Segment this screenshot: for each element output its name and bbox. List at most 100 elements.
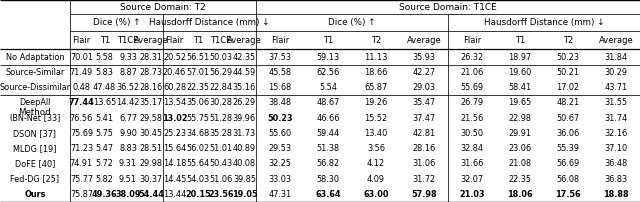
Text: 20.52: 20.52: [163, 53, 186, 62]
Text: 60.28: 60.28: [163, 83, 186, 92]
Text: 55.69: 55.69: [460, 83, 484, 92]
Text: 25.23: 25.23: [163, 129, 186, 138]
Text: 9.33: 9.33: [119, 53, 137, 62]
Text: 74.91: 74.91: [70, 159, 93, 168]
Text: 28.51: 28.51: [140, 144, 163, 153]
Text: 31.73: 31.73: [233, 129, 256, 138]
Text: 35.16: 35.16: [233, 83, 256, 92]
Text: 45.58: 45.58: [268, 68, 292, 77]
Text: 28.16: 28.16: [412, 144, 436, 153]
Text: 51.06: 51.06: [209, 175, 233, 184]
Text: 30.37: 30.37: [140, 175, 163, 184]
Text: Flair: Flair: [463, 36, 481, 45]
Text: 15.52: 15.52: [364, 114, 388, 123]
Text: 35.17: 35.17: [140, 98, 163, 107]
Text: 18.97: 18.97: [508, 53, 532, 62]
Text: 57.01: 57.01: [186, 68, 209, 77]
Text: 18.66: 18.66: [364, 68, 388, 77]
Text: 46.66: 46.66: [316, 114, 340, 123]
Text: 5.83: 5.83: [96, 68, 114, 77]
Text: 23.06: 23.06: [508, 144, 532, 153]
Text: 13.40: 13.40: [364, 129, 388, 138]
Text: 23.56: 23.56: [209, 190, 234, 199]
Text: 13.02: 13.02: [162, 114, 188, 123]
Text: 55.75: 55.75: [186, 114, 209, 123]
Text: 48.21: 48.21: [556, 98, 580, 107]
Text: 30.29: 30.29: [605, 68, 627, 77]
Text: 19.65: 19.65: [508, 98, 532, 107]
Text: 13.44: 13.44: [163, 190, 186, 199]
Text: Average: Average: [227, 36, 262, 45]
Text: 13.65: 13.65: [93, 98, 116, 107]
Text: 20.46: 20.46: [163, 68, 186, 77]
Text: 6.77: 6.77: [119, 114, 137, 123]
Text: Dice (%) ↑: Dice (%) ↑: [93, 18, 140, 27]
Text: 4.12: 4.12: [367, 159, 385, 168]
Text: 75.87: 75.87: [70, 190, 93, 199]
Text: 51.01: 51.01: [209, 144, 233, 153]
Text: 29.58: 29.58: [140, 114, 163, 123]
Text: 30.28: 30.28: [209, 98, 232, 107]
Text: 54.44: 54.44: [138, 190, 164, 199]
Text: 37.10: 37.10: [604, 144, 628, 153]
Text: 31.55: 31.55: [604, 98, 628, 107]
Text: 26.29: 26.29: [233, 98, 256, 107]
Text: 51.28: 51.28: [209, 114, 233, 123]
Text: 55.64: 55.64: [186, 159, 209, 168]
Text: T1: T1: [193, 36, 203, 45]
Text: 31.66: 31.66: [460, 159, 484, 168]
Text: 37.47: 37.47: [412, 114, 436, 123]
Text: T2: T2: [563, 36, 573, 45]
Text: 35.06: 35.06: [186, 98, 209, 107]
Text: T2: T2: [371, 36, 381, 45]
Text: Method: Method: [19, 108, 51, 117]
Text: 51.38: 51.38: [316, 144, 340, 153]
Text: Fed-DG [25]: Fed-DG [25]: [10, 175, 60, 184]
Text: 5.47: 5.47: [96, 144, 114, 153]
Text: 26.79: 26.79: [460, 98, 484, 107]
Text: 56.69: 56.69: [556, 159, 580, 168]
Text: DoFE [40]: DoFE [40]: [15, 159, 55, 168]
Text: 49.36: 49.36: [92, 190, 118, 199]
Text: 36.83: 36.83: [604, 175, 628, 184]
Text: Flair: Flair: [271, 36, 289, 45]
Text: 29.91: 29.91: [508, 129, 532, 138]
Text: 56.51: 56.51: [186, 53, 209, 62]
Text: 38.48: 38.48: [268, 98, 292, 107]
Text: 30.45: 30.45: [140, 129, 163, 138]
Text: T1CE: T1CE: [117, 36, 139, 45]
Text: 5.82: 5.82: [96, 175, 114, 184]
Text: 18.88: 18.88: [603, 190, 629, 199]
Text: 57.98: 57.98: [411, 190, 437, 199]
Text: 76.56: 76.56: [70, 114, 93, 123]
Text: 39.96: 39.96: [233, 114, 256, 123]
Text: 0.48: 0.48: [72, 83, 90, 92]
Text: 31.84: 31.84: [604, 53, 628, 62]
Text: 4.09: 4.09: [367, 175, 385, 184]
Text: 36.06: 36.06: [556, 129, 580, 138]
Text: 3.56: 3.56: [367, 144, 385, 153]
Text: 63.64: 63.64: [315, 190, 341, 199]
Text: 9.31: 9.31: [119, 159, 137, 168]
Text: Ours: Ours: [24, 190, 45, 199]
Text: DeepAll: DeepAll: [19, 98, 51, 107]
Text: 65.87: 65.87: [364, 83, 388, 92]
Text: 18.06: 18.06: [507, 190, 533, 199]
Text: 5.54: 5.54: [319, 83, 337, 92]
Text: 33.03: 33.03: [269, 175, 291, 184]
Text: 56.82: 56.82: [316, 159, 340, 168]
Text: 13.54: 13.54: [163, 98, 186, 107]
Text: 17.02: 17.02: [556, 83, 580, 92]
Text: 20.15: 20.15: [185, 190, 211, 199]
Text: Hausdorff Distance (mm) ↓: Hausdorff Distance (mm) ↓: [149, 18, 269, 27]
Text: 62.56: 62.56: [316, 68, 340, 77]
Text: 21.08: 21.08: [508, 159, 532, 168]
Text: 58.41: 58.41: [508, 83, 532, 92]
Text: 50.67: 50.67: [556, 114, 580, 123]
Text: 43.71: 43.71: [604, 83, 628, 92]
Text: 28.16: 28.16: [140, 83, 163, 92]
Text: 32.16: 32.16: [604, 129, 628, 138]
Text: 14.45: 14.45: [163, 175, 186, 184]
Text: 17.56: 17.56: [555, 190, 581, 199]
Text: 5.72: 5.72: [96, 159, 114, 168]
